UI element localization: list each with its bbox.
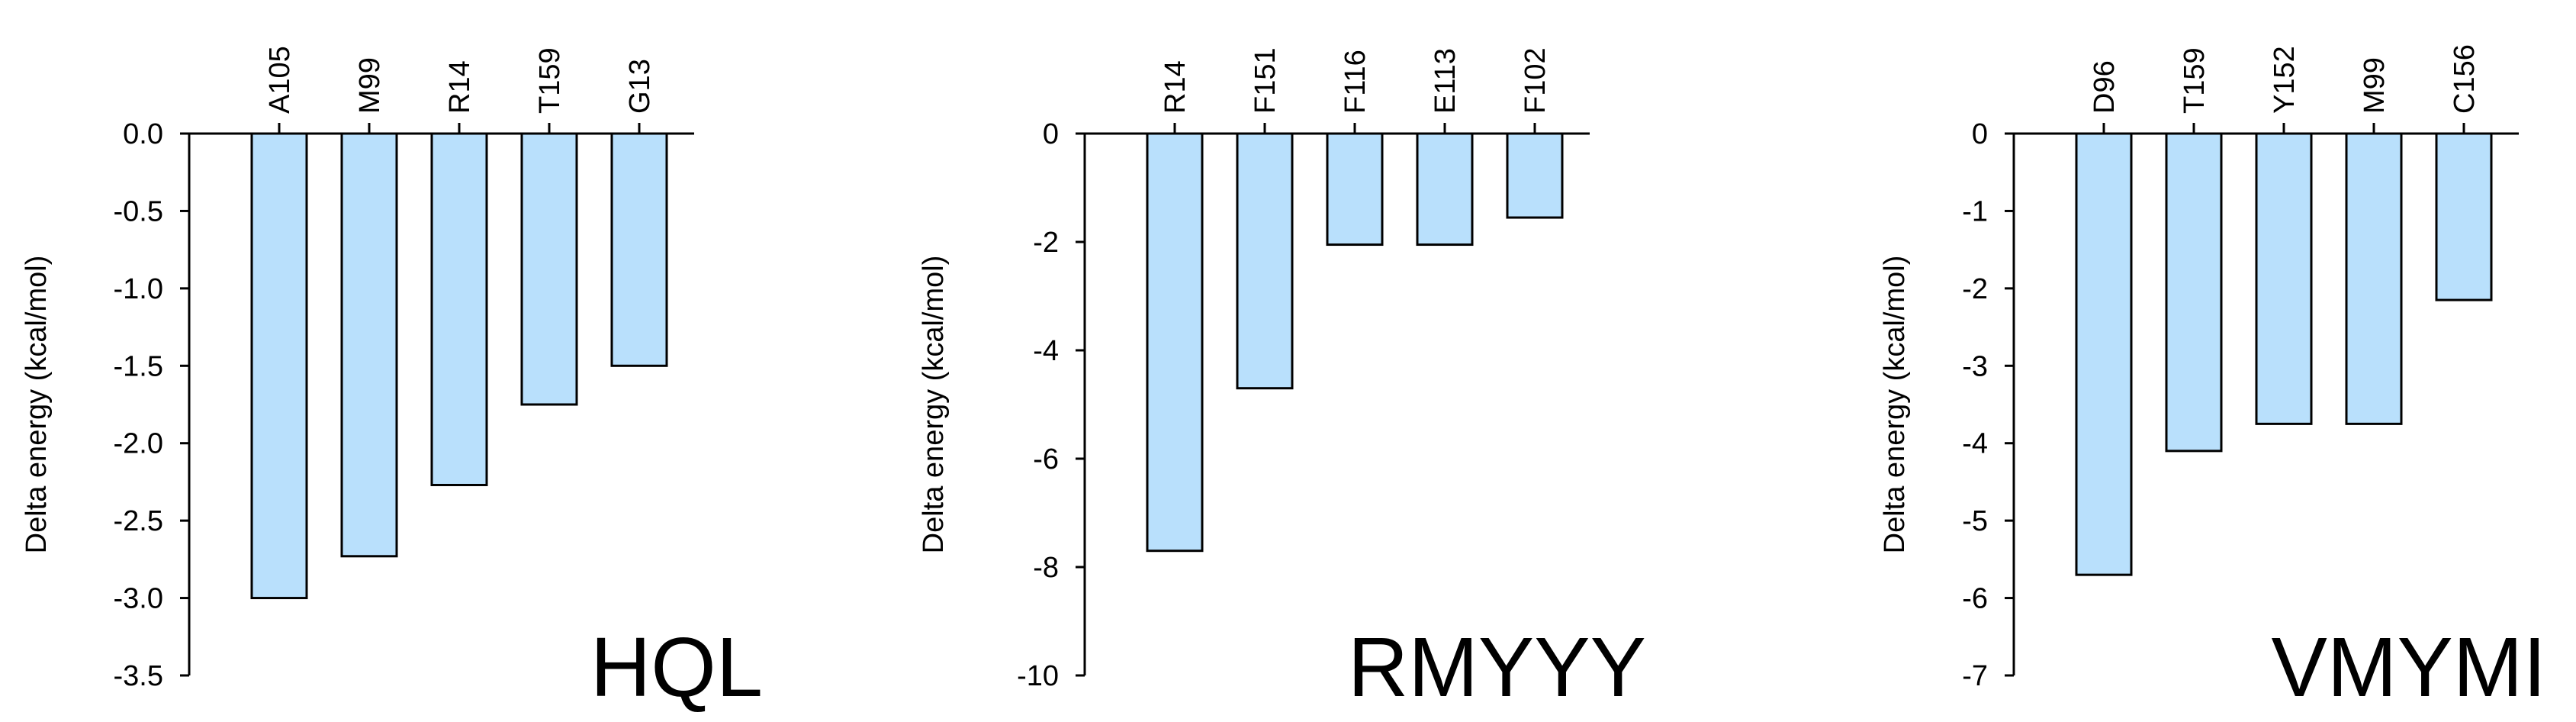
chart-panel-hql: 0.0 -0.5 -1.0 -1.5 -2.0 -2.5 -3.0 -3.5 Delta ene… <box>21 46 763 714</box>
y-tick-label: -5 <box>1962 505 1988 537</box>
y-tick-label: -2 <box>1033 227 1059 259</box>
panel-title: VMYMI <box>2271 620 2546 714</box>
y-tick-label: -4 <box>1962 428 1988 460</box>
y-tick-label: -2.0 <box>114 428 163 460</box>
category-label: C156 <box>2449 44 2481 114</box>
category-label: R14 <box>444 60 476 114</box>
category-label: T159 <box>2179 47 2211 114</box>
bar <box>520 132 578 406</box>
category-label: G13 <box>624 59 656 114</box>
y-tick-label: -1.0 <box>114 273 163 305</box>
bar <box>2435 132 2493 301</box>
y-axis-title: Delta energy (kcal/mol) <box>21 256 53 554</box>
y-tick-label: 0 <box>1043 118 1059 150</box>
y-tick-label: 0 <box>1972 118 1988 150</box>
bar <box>2255 132 2313 425</box>
y-tick-label: -3.5 <box>114 660 163 692</box>
bar <box>250 132 308 600</box>
bar <box>1236 132 1294 390</box>
y-tick-label: -6 <box>1033 443 1059 475</box>
y-axis-title: Delta energy (kcal/mol) <box>918 256 950 554</box>
y-tick-label: -2.5 <box>114 505 163 537</box>
y-tick-label: -3.0 <box>114 583 163 615</box>
category-label: F116 <box>1339 50 1372 114</box>
bar <box>1146 132 1204 553</box>
category-label: Y152 <box>2269 46 2301 114</box>
y-tick-label: -10 <box>1017 660 1059 692</box>
bar <box>1326 132 1384 247</box>
bar <box>2165 132 2223 453</box>
chart-panel-vmymi: 0 -1 -2 -3 -4 -5 -6 -7 Delta energy (kcal/mol) D9… <box>1879 44 2546 714</box>
category-label: F102 <box>1520 47 1552 114</box>
panel-title: HQL <box>590 620 763 714</box>
y-tick-label: -7 <box>1962 660 1988 692</box>
y-tick-label: 0.0 <box>123 118 163 150</box>
category-label: R14 <box>1159 60 1192 114</box>
panel-title: RMYYY <box>1348 620 1646 714</box>
bar <box>1506 132 1564 219</box>
y-tick-label: -2 <box>1962 273 1988 305</box>
bar <box>610 132 668 367</box>
y-tick-label: -3 <box>1962 350 1988 382</box>
y-tick-label: -0.5 <box>114 195 163 227</box>
category-label: F151 <box>1249 47 1282 114</box>
category-label: A105 <box>264 46 296 114</box>
category-label: T159 <box>534 47 566 114</box>
category-label: E113 <box>1430 48 1462 114</box>
category-label: M99 <box>2359 57 2391 114</box>
category-label: D96 <box>2089 60 2121 114</box>
bar <box>2075 132 2133 576</box>
bar <box>430 132 488 486</box>
y-axis-title: Delta energy (kcal/mol) <box>1879 256 1911 554</box>
bar <box>340 132 398 558</box>
y-tick-label: -1.5 <box>114 350 163 382</box>
category-label: M99 <box>354 57 386 114</box>
bar <box>2345 132 2403 425</box>
y-tick-label: -8 <box>1033 552 1059 584</box>
chart-panel-rmyyy: 0 -2 -4 -6 -8 -10 Delta energy (kcal/mol) R14 F1… <box>918 47 1646 714</box>
y-tick-label: -4 <box>1033 335 1059 367</box>
bar <box>1416 132 1474 247</box>
y-tick-label: -1 <box>1962 195 1988 227</box>
y-tick-label: -6 <box>1962 583 1988 615</box>
